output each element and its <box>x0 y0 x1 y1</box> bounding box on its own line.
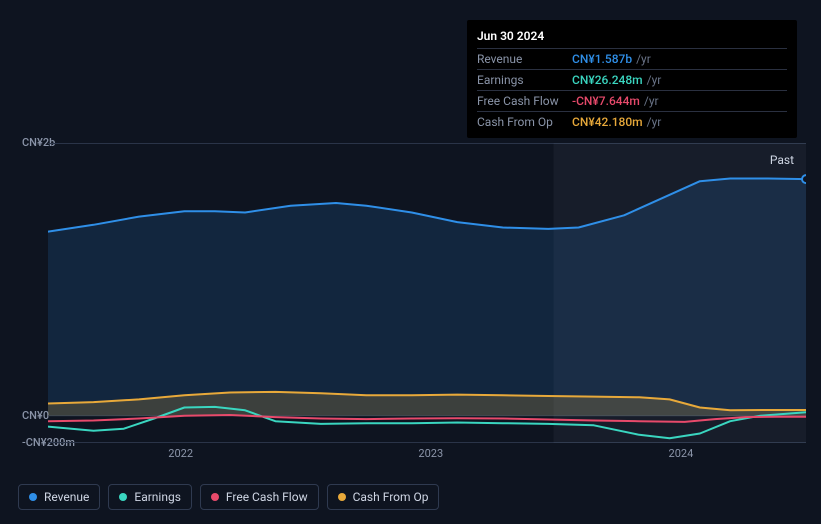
tooltip-metric-label: Revenue <box>477 52 572 66</box>
tooltip-metric-unit: /yr <box>636 52 651 66</box>
past-label: Past <box>770 153 794 167</box>
legend: Revenue Earnings Free Cash Flow Cash From O… <box>18 484 439 510</box>
legend-dot-icon <box>338 493 346 501</box>
legend-label: Revenue <box>44 490 89 504</box>
tooltip-row: EarningsCN¥26.248m/yr <box>477 69 787 90</box>
tooltip-metric-unit: /yr <box>647 73 662 87</box>
tooltip-row: Free Cash Flow-CN¥7.644m/yr <box>477 90 787 111</box>
legend-item-revenue[interactable]: Revenue <box>18 484 100 510</box>
legend-dot-icon <box>211 493 219 501</box>
tooltip-metric-value: CN¥1.587b <box>572 52 632 66</box>
financials-chart: CN¥2bCN¥0-CN¥200m Past 202220232024 <box>18 125 806 470</box>
legend-label: Cash From Op <box>353 490 429 504</box>
plot-area[interactable]: Past <box>48 143 806 443</box>
tooltip-date: Jun 30 2024 <box>477 26 787 48</box>
chart-svg <box>48 143 806 443</box>
legend-item-free-cash-flow[interactable]: Free Cash Flow <box>200 484 319 510</box>
y-axis-label: CN¥0 <box>22 409 49 422</box>
legend-label: Earnings <box>134 490 181 504</box>
x-axis-label: 2022 <box>168 447 193 460</box>
data-tooltip: Jun 30 2024 RevenueCN¥1.587b/yrEarningsC… <box>467 20 797 138</box>
legend-label: Free Cash Flow <box>226 490 308 504</box>
legend-dot-icon <box>119 493 127 501</box>
x-axis: 2022 2023 2024 <box>48 447 806 467</box>
tooltip-metric-unit: /yr <box>644 94 659 108</box>
tooltip-metric-label: Earnings <box>477 73 572 87</box>
legend-item-earnings[interactable]: Earnings <box>108 484 192 510</box>
tooltip-metric-value: -CN¥7.644m <box>572 94 640 108</box>
x-axis-label: 2023 <box>418 447 443 460</box>
legend-item-cash-from-op[interactable]: Cash From Op <box>327 484 440 510</box>
x-axis-label: 2024 <box>669 447 694 460</box>
legend-dot-icon <box>29 493 37 501</box>
tooltip-row: RevenueCN¥1.587b/yr <box>477 48 787 69</box>
tooltip-metric-label: Free Cash Flow <box>477 94 572 108</box>
tooltip-metric-value: CN¥26.248m <box>572 73 643 87</box>
